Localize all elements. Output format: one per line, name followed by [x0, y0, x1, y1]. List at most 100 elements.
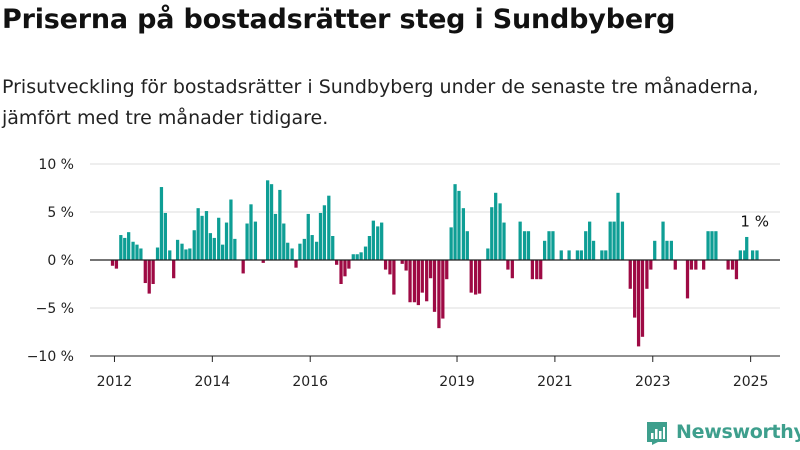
bar [685, 260, 690, 299]
x-tick-label: 2023 [635, 374, 671, 390]
bar [604, 250, 608, 260]
bar [229, 199, 233, 260]
bar [322, 205, 327, 260]
bar [428, 260, 433, 279]
bar [710, 231, 714, 260]
bar [139, 248, 143, 260]
bar [726, 260, 730, 270]
bar [306, 213, 310, 260]
bar [567, 250, 571, 260]
x-tick-label: 2025 [733, 374, 769, 390]
bar [278, 189, 282, 260]
bar [518, 221, 522, 260]
bar [114, 260, 119, 269]
last-value-annotation: 1 % [740, 212, 769, 230]
bar [172, 260, 176, 279]
bar [559, 250, 563, 260]
bar [640, 260, 645, 337]
bar [498, 203, 502, 260]
bar [432, 260, 437, 312]
bar [608, 221, 612, 260]
bar [702, 260, 706, 270]
bar [339, 260, 343, 284]
bar [367, 236, 372, 260]
bar [135, 244, 139, 260]
bar [628, 260, 632, 289]
bar [694, 260, 698, 270]
bar [734, 260, 739, 280]
bar [155, 247, 160, 260]
bar [453, 184, 457, 260]
bar [127, 232, 131, 260]
bar [645, 260, 649, 289]
axes: −10 % −5 % 0 % 5 % 10 % 2012 2014 2016 2019 2021 2… [27, 157, 780, 390]
bar [253, 221, 258, 260]
bar [335, 260, 339, 265]
bar [388, 260, 392, 275]
bar [584, 231, 588, 260]
bar [730, 260, 735, 270]
bar [286, 242, 290, 260]
bar [245, 223, 249, 260]
bars [110, 180, 759, 347]
bar [298, 243, 302, 260]
bar [392, 260, 396, 295]
bar [290, 248, 294, 260]
bar [294, 260, 298, 268]
x-tick-label: 2019 [439, 374, 475, 390]
bar [579, 250, 583, 260]
bar [119, 235, 123, 260]
bar [661, 221, 665, 260]
bar [261, 260, 265, 263]
bar [143, 260, 147, 284]
bar [425, 260, 429, 302]
bar [302, 238, 306, 260]
bar [224, 222, 229, 260]
bar [184, 249, 188, 260]
bar [123, 237, 127, 260]
bar [522, 231, 527, 260]
bar [441, 260, 445, 319]
bar [600, 250, 604, 260]
bar [383, 260, 388, 270]
bar [616, 192, 620, 260]
bar [535, 260, 539, 280]
bar [233, 238, 237, 260]
bar [347, 260, 351, 269]
bar [542, 240, 547, 260]
bar [212, 237, 216, 260]
y-tick-label: −5 % [36, 301, 74, 317]
bar [745, 236, 749, 260]
bar [575, 250, 580, 260]
bar [400, 260, 404, 264]
bar [457, 190, 461, 260]
newsworthy-logo: Newsworthy [644, 419, 800, 445]
bar [588, 221, 592, 260]
bar [653, 240, 657, 260]
bar [351, 254, 355, 260]
bar [510, 260, 514, 279]
bar [380, 222, 384, 260]
bar [269, 184, 274, 260]
bar [327, 195, 331, 260]
bar [196, 208, 200, 260]
bar [636, 260, 641, 347]
bar [220, 244, 225, 260]
x-tick-label: 2016 [292, 374, 328, 390]
bar [689, 260, 694, 270]
bar [131, 241, 135, 260]
bar [506, 260, 510, 270]
bar [469, 260, 473, 293]
bar [449, 227, 453, 260]
bar [502, 222, 506, 260]
bar [706, 231, 710, 260]
bar [530, 260, 535, 280]
bar [461, 208, 466, 260]
bar [371, 220, 375, 260]
bar [437, 260, 441, 329]
bar [331, 236, 335, 260]
bar [755, 250, 759, 260]
bar [355, 254, 359, 260]
bar [310, 235, 314, 260]
